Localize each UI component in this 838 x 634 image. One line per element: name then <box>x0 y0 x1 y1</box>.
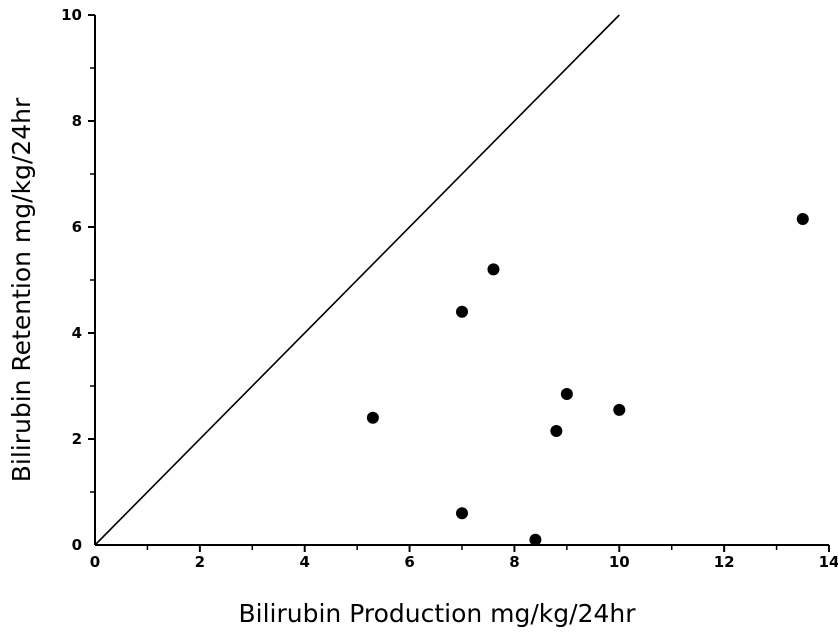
y-axis-title: Bilirubin Retention mg/kg/24hr <box>7 97 36 482</box>
data-point <box>456 507 468 520</box>
x-axis-title: Bilirubin Production mg/kg/24hr <box>238 599 636 628</box>
y-tick-label: 6 <box>72 218 82 236</box>
x-tick-label: 12 <box>714 553 735 571</box>
data-point <box>456 305 468 318</box>
y-tick-label: 0 <box>72 536 82 554</box>
y-tick-label: 8 <box>72 112 82 130</box>
data-point <box>613 403 626 416</box>
x-ticks: 0 2 4 6 8 10 12 14 <box>90 545 838 571</box>
data-points <box>366 213 809 546</box>
data-point <box>560 387 573 400</box>
data-point <box>796 213 809 226</box>
x-tick-label: 10 <box>609 553 630 571</box>
data-point <box>529 533 542 546</box>
x-tick-label: 4 <box>299 553 309 571</box>
data-point <box>366 411 379 424</box>
x-tick-label: 2 <box>195 553 205 571</box>
y-tick-label: 4 <box>72 324 82 342</box>
data-point <box>487 263 500 276</box>
x-tick-label: 14 <box>819 553 838 571</box>
x-tick-label: 6 <box>404 553 414 571</box>
x-tick-label: 0 <box>90 553 100 571</box>
y-tick-label: 10 <box>61 6 82 24</box>
identity-reference-line <box>94 14 620 546</box>
data-point <box>550 425 563 438</box>
y-ticks: 0 2 4 6 8 10 <box>61 6 95 554</box>
y-tick-label: 2 <box>72 430 82 448</box>
x-tick-label: 8 <box>509 553 519 571</box>
